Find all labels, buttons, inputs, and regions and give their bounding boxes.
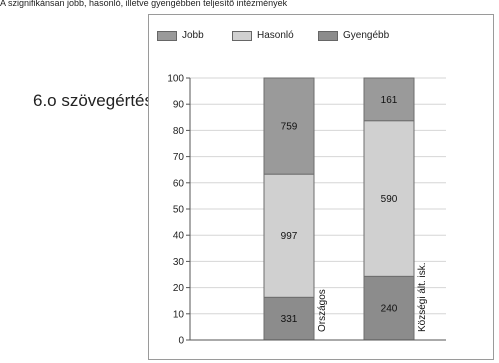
- category-label: Községi ált. isk.: [417, 263, 428, 332]
- bar-segment-gyengebb: [263, 296, 315, 341]
- category-label: Országos: [317, 289, 328, 332]
- y-tick-label: 0: [178, 336, 184, 347]
- data-label: 759: [281, 122, 298, 133]
- data-label: 997: [281, 231, 298, 242]
- legend-label-gyengebb: Gyengébb: [343, 30, 390, 41]
- data-label: 161: [381, 95, 398, 106]
- y-tick-label: 20: [173, 283, 185, 294]
- y-tick-label: 70: [173, 152, 185, 163]
- y-tick-label: 100: [167, 74, 184, 85]
- top-caption: A szignifikánsan jobb, hasonló, illetve …: [0, 0, 288, 8]
- legend-label-hasonlo: Hasonló: [257, 30, 294, 41]
- side-title: 6.o szövegértés: [33, 91, 154, 110]
- y-tick-label: 80: [173, 126, 185, 137]
- legend-swatch-gyengebb: [318, 31, 338, 41]
- bar-segment-hasonlo: [263, 173, 315, 298]
- y-tick-label: 30: [173, 257, 185, 268]
- data-label: 240: [381, 304, 398, 315]
- y-tick-label: 90: [173, 100, 185, 111]
- bar-segment-jobb: [263, 77, 315, 175]
- data-label: 590: [381, 194, 398, 205]
- chart-frame: [148, 14, 494, 360]
- legend-swatch-hasonlo: [232, 31, 252, 41]
- y-tick-label: 10: [173, 309, 185, 320]
- data-label: 331: [281, 314, 298, 325]
- y-tick-label: 40: [173, 231, 185, 242]
- legend-swatch-jobb: [157, 31, 177, 41]
- y-tick-label: 60: [173, 178, 185, 189]
- bar-segment-jobb: [363, 77, 415, 122]
- bar-segment-hasonlo: [363, 120, 415, 277]
- legend-label-jobb: Jobb: [182, 30, 204, 41]
- y-tick-label: 50: [173, 205, 185, 216]
